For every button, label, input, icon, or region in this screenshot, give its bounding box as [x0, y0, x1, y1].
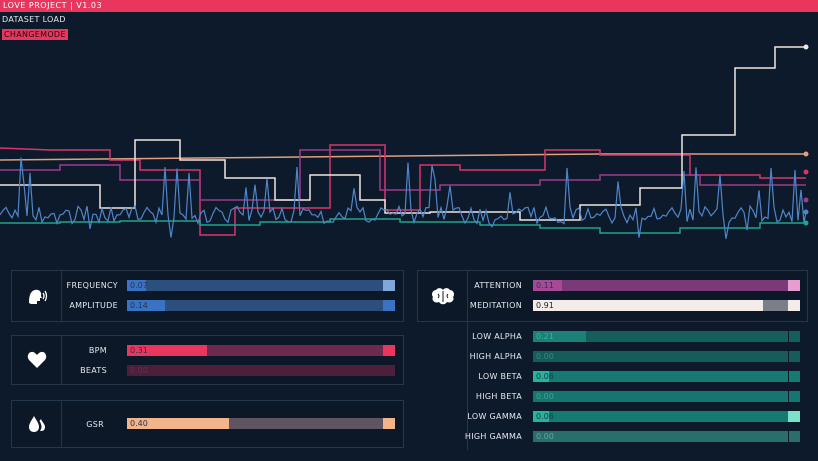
series-teal-line — [0, 218, 806, 234]
gsr-bar: 0.40 — [127, 418, 395, 429]
series-end-purple — [803, 197, 809, 203]
high-beta-value: 0.00 — [536, 392, 554, 401]
speaking-head-icon — [28, 289, 47, 304]
frequency-label: FREQUENCY — [66, 281, 118, 290]
high-beta-cap — [788, 391, 800, 402]
beats-label: BEATS — [80, 366, 107, 375]
series-purple-line — [0, 149, 806, 201]
low-alpha-cap — [788, 331, 800, 342]
heart-icon — [27, 351, 46, 368]
beats-bar: 0.00 — [127, 365, 395, 376]
series-white-line — [0, 46, 806, 221]
amplitude-bar: 0.14 — [127, 300, 395, 311]
low-beta-cap — [788, 371, 800, 382]
low-alpha-value: 0.21 — [536, 332, 554, 341]
amplitude-cap — [383, 300, 395, 311]
meditation-value: 0.91 — [536, 301, 554, 310]
bpm-bar: 0.31 — [127, 345, 395, 356]
signal-graph — [0, 44, 809, 239]
high-alpha-bar: 0.00 — [533, 351, 800, 362]
series-end-peach — [803, 151, 809, 157]
low-gamma-fill — [533, 411, 550, 422]
brain-panel — [417, 270, 808, 322]
voice-icon-box — [12, 271, 62, 321]
amplitude-fill — [127, 300, 165, 311]
brain-icon-box — [418, 271, 468, 321]
high-gamma-cap — [788, 431, 800, 442]
bpm-fill — [127, 345, 208, 356]
brain-divider — [467, 322, 468, 450]
high-beta-label: HIGH BETA — [475, 392, 522, 401]
attention-bar: 0.11 — [533, 280, 800, 291]
attention-label: ATTENTION — [474, 281, 522, 290]
app-title: LOVE PROJECT | V1.03 — [3, 1, 103, 10]
attention-cap — [788, 280, 800, 291]
low-gamma-cap — [788, 411, 800, 422]
series-end-blue — [803, 209, 809, 215]
frequency-value: 0.07 — [130, 281, 148, 290]
dataset-load-button[interactable]: DATASET LOAD — [2, 15, 66, 24]
high-gamma-label: HIGH GAMMA — [464, 432, 522, 441]
meditation-bar: 0.91 — [533, 300, 800, 311]
meditation-cap — [788, 300, 800, 311]
gsr-value: 0.40 — [130, 419, 148, 428]
brain-icon — [431, 288, 454, 305]
frequency-bar: 0.07 — [127, 280, 395, 291]
title-bar: LOVE PROJECT | V1.03 — [0, 0, 818, 12]
high-alpha-value: 0.00 — [536, 352, 554, 361]
low-beta-value: 0.06 — [536, 372, 554, 381]
heart-panel — [11, 335, 404, 385]
bpm-label: BPM — [88, 346, 107, 355]
series-end-pink — [803, 169, 809, 175]
gsr-label: GSR — [86, 420, 104, 429]
low-beta-bar: 0.06 — [533, 371, 800, 382]
meditation-label: MEDITATION — [469, 301, 522, 310]
beats-value: 0.00 — [130, 366, 148, 375]
low-beta-fill — [533, 371, 550, 382]
voice-panel — [11, 270, 404, 322]
attention-fill — [533, 280, 563, 291]
low-alpha-bar: 0.21 — [533, 331, 800, 342]
series-blue-line — [0, 157, 807, 239]
low-alpha-label: LOW ALPHA — [472, 332, 522, 341]
drops-icon — [28, 416, 45, 432]
series-end-white — [803, 44, 809, 50]
frequency-cap — [383, 280, 395, 291]
amplitude-label: AMPLITUDE — [69, 301, 118, 310]
frequency-fill — [127, 280, 146, 291]
high-gamma-value: 0.00 — [536, 432, 554, 441]
series-peach-line — [0, 153, 806, 161]
bpm-cap — [383, 345, 395, 356]
bpm-value: 0.31 — [130, 346, 148, 355]
beats-cap — [383, 365, 395, 376]
amplitude-value: 0.14 — [130, 301, 148, 310]
low-gamma-bar: 0.06 — [533, 411, 800, 422]
low-beta-label: LOW BETA — [478, 372, 522, 381]
low-alpha-fill — [533, 331, 587, 342]
low-gamma-value: 0.06 — [536, 412, 554, 421]
high-alpha-cap — [788, 351, 800, 362]
meditation-fill — [533, 300, 763, 311]
attention-value: 0.11 — [536, 281, 554, 290]
gsr-fill — [127, 418, 229, 429]
change-mode-button[interactable]: CHANGEMODE — [2, 29, 68, 40]
high-beta-bar: 0.00 — [533, 391, 800, 402]
high-alpha-label: HIGH ALPHA — [469, 352, 522, 361]
low-gamma-label: LOW GAMMA — [467, 412, 522, 421]
series-end-teal — [803, 220, 809, 226]
heart-icon-box — [12, 336, 62, 384]
gsr-icon-box — [12, 401, 62, 447]
gsr-cap — [383, 418, 395, 429]
high-gamma-bar: 0.00 — [533, 431, 800, 442]
